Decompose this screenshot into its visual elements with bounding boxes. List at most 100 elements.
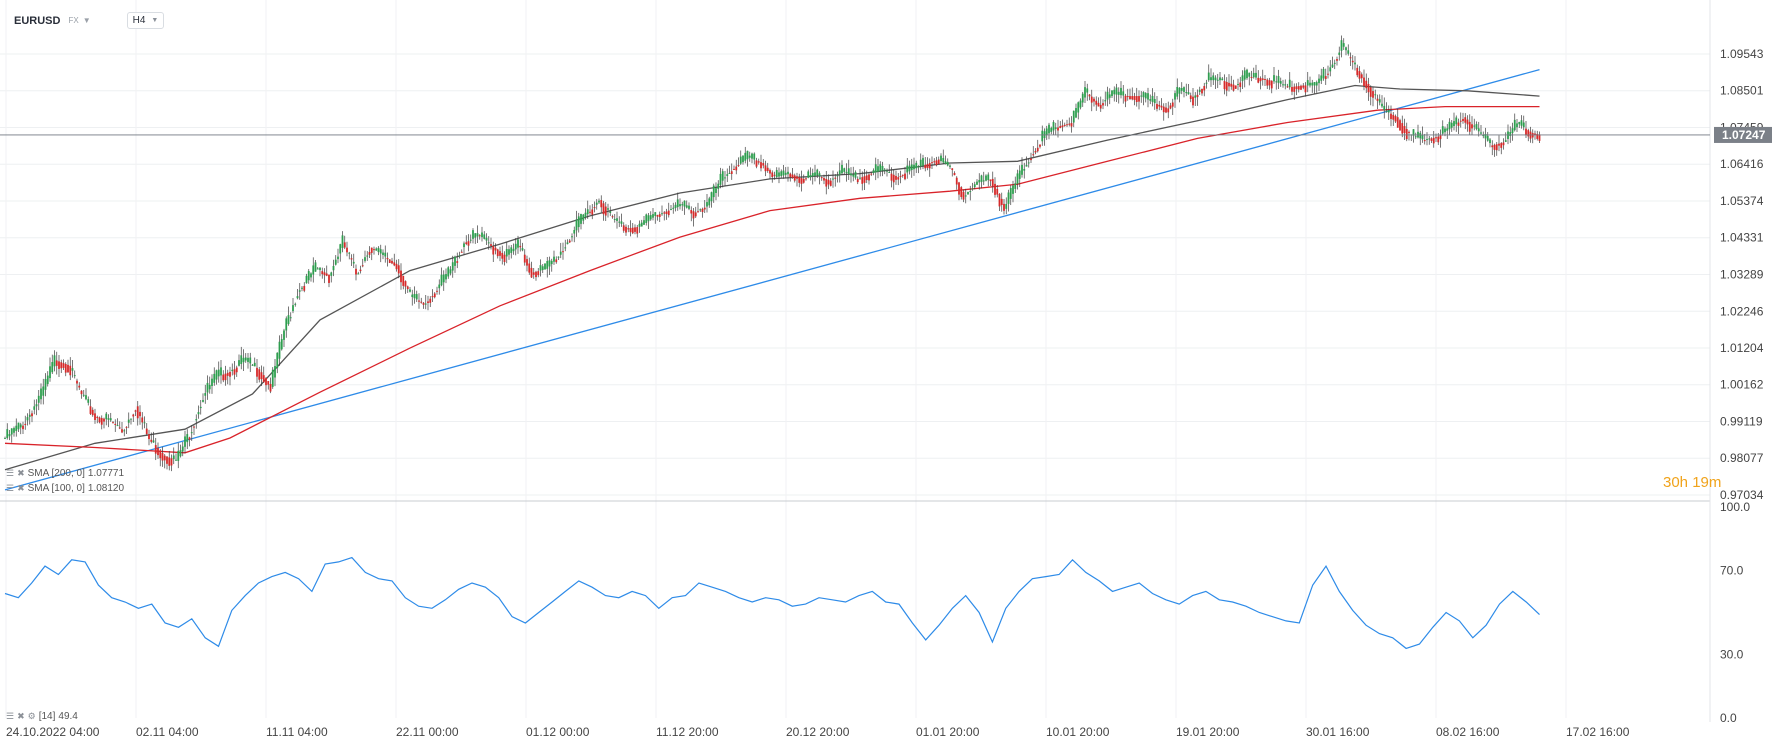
candle-down[interactable] (1358, 71, 1361, 79)
candle-up[interactable] (1050, 127, 1053, 132)
candle-up[interactable] (640, 222, 643, 227)
candle-down[interactable] (386, 257, 389, 260)
candle-down[interactable] (960, 187, 963, 198)
candle-up[interactable] (1522, 122, 1525, 128)
candle-up[interactable] (517, 239, 519, 248)
candle-down[interactable] (1167, 108, 1170, 113)
candle-up[interactable] (712, 185, 715, 198)
candle-up[interactable] (620, 221, 623, 224)
candle-down[interactable] (1003, 203, 1005, 211)
candlestick-series[interactable] (4, 35, 1541, 472)
candle-down[interactable] (55, 360, 58, 366)
candle-up[interactable] (1115, 87, 1118, 95)
candle-down[interactable] (935, 160, 938, 166)
candle-up[interactable] (1248, 72, 1251, 77)
candle-up[interactable] (699, 209, 702, 211)
candle-up[interactable] (854, 172, 857, 178)
candle-down[interactable] (1133, 96, 1136, 101)
candle-down[interactable] (492, 245, 495, 255)
candle-down[interactable] (433, 293, 436, 298)
candle-up[interactable] (1345, 47, 1347, 51)
candle-up[interactable] (469, 239, 472, 241)
candle-up[interactable] (643, 220, 645, 225)
candle-up[interactable] (1477, 128, 1480, 132)
candle-up[interactable] (382, 252, 384, 255)
candle-down[interactable] (904, 173, 906, 180)
candle-up[interactable] (784, 172, 787, 175)
candle-down[interactable] (1068, 123, 1071, 125)
candle-down[interactable] (627, 228, 630, 230)
candle-up[interactable] (1340, 40, 1343, 51)
candle-down[interactable] (1360, 74, 1363, 79)
candle-up[interactable] (175, 459, 177, 461)
candle-down[interactable] (1538, 134, 1541, 141)
candle-down[interactable] (490, 244, 492, 246)
candle-up[interactable] (847, 168, 850, 175)
candle-down[interactable] (368, 252, 371, 255)
candle-up[interactable] (964, 195, 967, 197)
candle-up[interactable] (1178, 87, 1181, 94)
candle-down[interactable] (64, 363, 67, 373)
candle-up[interactable] (332, 265, 335, 271)
candle-up[interactable] (312, 265, 315, 275)
candle-down[interactable] (436, 290, 438, 292)
candle-up[interactable] (413, 293, 416, 299)
chevron-down-icon[interactable]: ▼ (82, 16, 91, 25)
candle-down[interactable] (1259, 78, 1262, 82)
candle-up[interactable] (301, 287, 303, 289)
candle-up[interactable] (87, 399, 90, 403)
candle-up[interactable] (1311, 82, 1314, 86)
chart-settings-icon[interactable]: ⚙ (27, 711, 36, 721)
candle-down[interactable] (1457, 122, 1460, 126)
candle-up[interactable] (710, 192, 713, 202)
candle-up[interactable] (514, 243, 517, 250)
candle-down[interactable] (773, 174, 776, 176)
candle-up[interactable] (42, 386, 45, 396)
candle-up[interactable] (215, 370, 218, 380)
candle-down[interactable] (98, 417, 101, 423)
candle-down[interactable] (465, 242, 468, 244)
candle-down[interactable] (955, 177, 958, 185)
candle-up[interactable] (213, 373, 216, 383)
candle-up[interactable] (1475, 124, 1478, 129)
candle-up[interactable] (919, 159, 922, 167)
candle-up[interactable] (49, 366, 51, 379)
candle-down[interactable] (991, 178, 994, 187)
candle-up[interactable] (253, 362, 256, 367)
candle-down[interactable] (303, 285, 306, 291)
timeframe-select[interactable]: H4 ▼ (126, 12, 165, 29)
candle-up[interactable] (780, 171, 783, 176)
candle-up[interactable] (109, 418, 112, 421)
candle-down[interactable] (591, 209, 594, 215)
candle-down[interactable] (343, 242, 346, 248)
candle-up[interactable] (571, 236, 573, 238)
candle-up[interactable] (292, 305, 294, 312)
candle-up[interactable] (348, 252, 351, 254)
candle-down[interactable] (1493, 144, 1496, 150)
candle-up[interactable] (753, 153, 756, 160)
candle-down[interactable] (321, 271, 324, 275)
candle-down[interactable] (701, 208, 704, 212)
candle-up[interactable] (1214, 77, 1217, 81)
candle-up[interactable] (845, 171, 848, 174)
candle-down[interactable] (1399, 120, 1401, 131)
candle-up[interactable] (688, 205, 690, 209)
candle-down[interactable] (89, 406, 92, 414)
candle-down[interactable] (1223, 81, 1226, 90)
candle-down[interactable] (600, 200, 603, 208)
candle-up[interactable] (1378, 99, 1381, 103)
candle-down[interactable] (931, 162, 933, 164)
candle-up[interactable] (982, 180, 985, 182)
candle-up[interactable] (505, 248, 508, 257)
candle-up[interactable] (1333, 62, 1336, 64)
candle-up[interactable] (843, 168, 846, 172)
candle-down[interactable] (631, 227, 634, 234)
candle-down[interactable] (1097, 102, 1100, 107)
candle-up[interactable] (1288, 79, 1291, 88)
candle-up[interactable] (685, 205, 688, 208)
candle-up[interactable] (553, 256, 555, 262)
candle-up[interactable] (240, 355, 243, 364)
candle-up[interactable] (1279, 81, 1282, 84)
candle-up[interactable] (874, 164, 877, 173)
candle-up[interactable] (726, 174, 729, 176)
